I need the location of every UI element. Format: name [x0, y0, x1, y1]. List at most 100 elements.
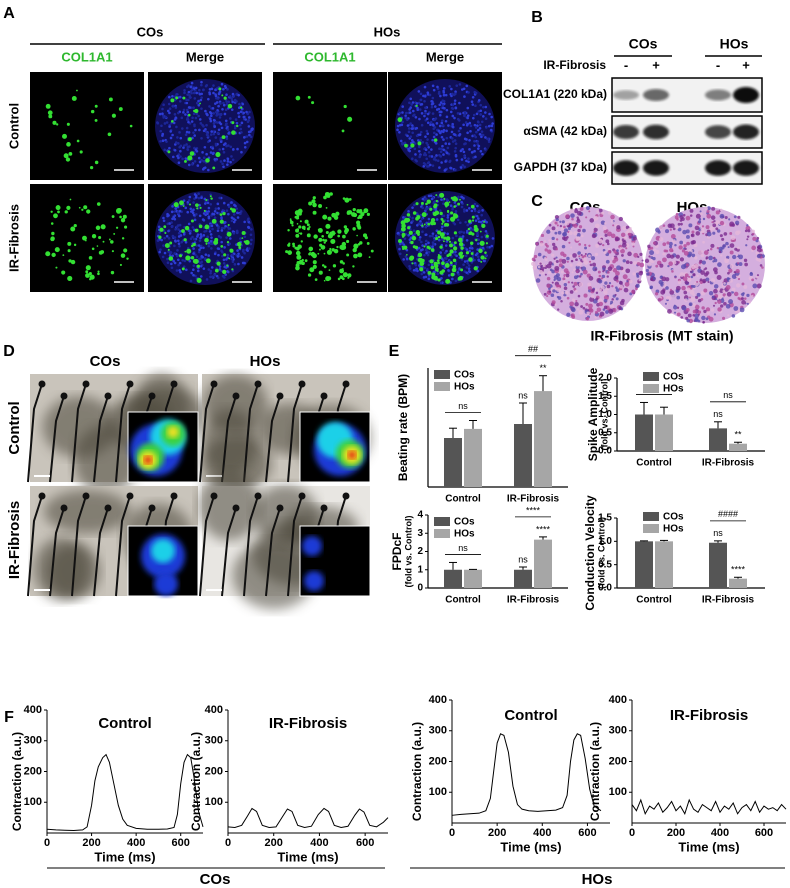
row-label: IR-Fibrosis: [6, 501, 23, 579]
nucleus: [428, 93, 432, 97]
nucleus: [416, 108, 420, 112]
collagen: [94, 104, 98, 108]
panel-label: A: [3, 5, 15, 22]
nucleus: [424, 106, 427, 109]
nucleus: [202, 234, 206, 237]
stain-dot: [618, 306, 622, 311]
channel-label: Merge: [426, 49, 464, 64]
stain-dot: [691, 264, 696, 270]
nucleus: [215, 96, 218, 100]
stain-dot: [685, 307, 690, 312]
nucleus: [401, 142, 404, 146]
nucleus: [195, 112, 199, 116]
stain-dot: [595, 310, 598, 314]
nucleus: [420, 112, 424, 115]
nucleus: [420, 123, 424, 127]
nucleus: [454, 146, 457, 150]
collagen: [443, 198, 446, 200]
nucleus: [222, 101, 225, 105]
nucleus: [225, 236, 228, 239]
nucleus: [490, 115, 493, 119]
nucleus: [173, 236, 177, 239]
nucleus: [421, 244, 424, 247]
nucleus: [173, 113, 177, 116]
nucleus: [473, 207, 476, 211]
nucleus: [403, 141, 407, 145]
collagen: [203, 209, 206, 212]
stain-dot: [668, 241, 673, 246]
collagen: [429, 207, 433, 211]
stain-dot: [631, 289, 635, 294]
collagen: [435, 236, 439, 241]
nucleus: [225, 137, 229, 140]
y-axis-label: Contraction (a.u.): [410, 722, 424, 821]
collagen: [318, 270, 323, 275]
nucleus: [156, 239, 160, 242]
nucleus: [208, 139, 212, 142]
collagen: [344, 227, 349, 233]
nucleus: [463, 110, 467, 114]
band: [705, 89, 731, 101]
stain-dot: [675, 289, 679, 293]
collagen: [110, 240, 114, 244]
collagen: [344, 231, 348, 235]
nucleus: [408, 101, 411, 105]
nucleus: [444, 160, 447, 163]
nucleus: [199, 275, 203, 278]
collagen: [304, 259, 308, 263]
nucleus: [473, 134, 476, 137]
nucleus: [158, 231, 162, 234]
stain-dot: [635, 287, 638, 291]
nucleus: [428, 154, 432, 158]
collagen: [94, 118, 98, 122]
collagen: [211, 218, 217, 224]
stain-dot: [560, 270, 564, 274]
nucleus: [474, 104, 477, 107]
stain-dot: [658, 225, 664, 230]
nucleus: [213, 158, 217, 161]
stain-dot: [580, 254, 583, 257]
stain-dot: [552, 242, 556, 247]
nucleus: [221, 254, 224, 258]
nucleus: [449, 166, 452, 170]
nucleus: [431, 84, 435, 88]
stain-dot: [619, 300, 625, 306]
legend-label: COs: [663, 372, 684, 383]
stain-dot: [556, 295, 560, 299]
stain-dot: [730, 235, 736, 241]
stain-dot: [594, 315, 598, 319]
nucleus: [204, 253, 208, 256]
collagen: [120, 253, 126, 258]
stain-dot: [562, 277, 566, 281]
nucleus: [429, 194, 433, 198]
collagen: [298, 225, 302, 229]
stain-dot: [755, 239, 759, 243]
nucleus: [243, 251, 246, 255]
collagen: [194, 228, 199, 233]
stain-dot: [692, 309, 697, 314]
electrode-trace: [93, 395, 109, 483]
stain-dot: [625, 268, 631, 274]
nucleus: [202, 156, 206, 160]
nucleus: [440, 147, 443, 151]
collagen: [450, 211, 454, 215]
nucleus: [451, 236, 455, 240]
nucleus: [425, 221, 429, 225]
stain-dot: [682, 213, 686, 217]
stain-dot: [629, 261, 633, 265]
collagen: [480, 260, 483, 263]
nucleus: [455, 84, 459, 87]
nucleus: [224, 123, 228, 127]
stain-dot: [725, 241, 729, 246]
stain-dot: [632, 272, 636, 276]
nucleus: [240, 150, 243, 154]
collagen: [411, 235, 417, 241]
nucleus: [209, 275, 212, 279]
nucleus: [415, 126, 419, 130]
stain-dot: [576, 216, 579, 219]
nucleus: [197, 99, 200, 103]
y-tick-label: 200: [205, 765, 223, 777]
nucleus: [201, 88, 205, 92]
y-tick-label: 0: [417, 583, 423, 594]
